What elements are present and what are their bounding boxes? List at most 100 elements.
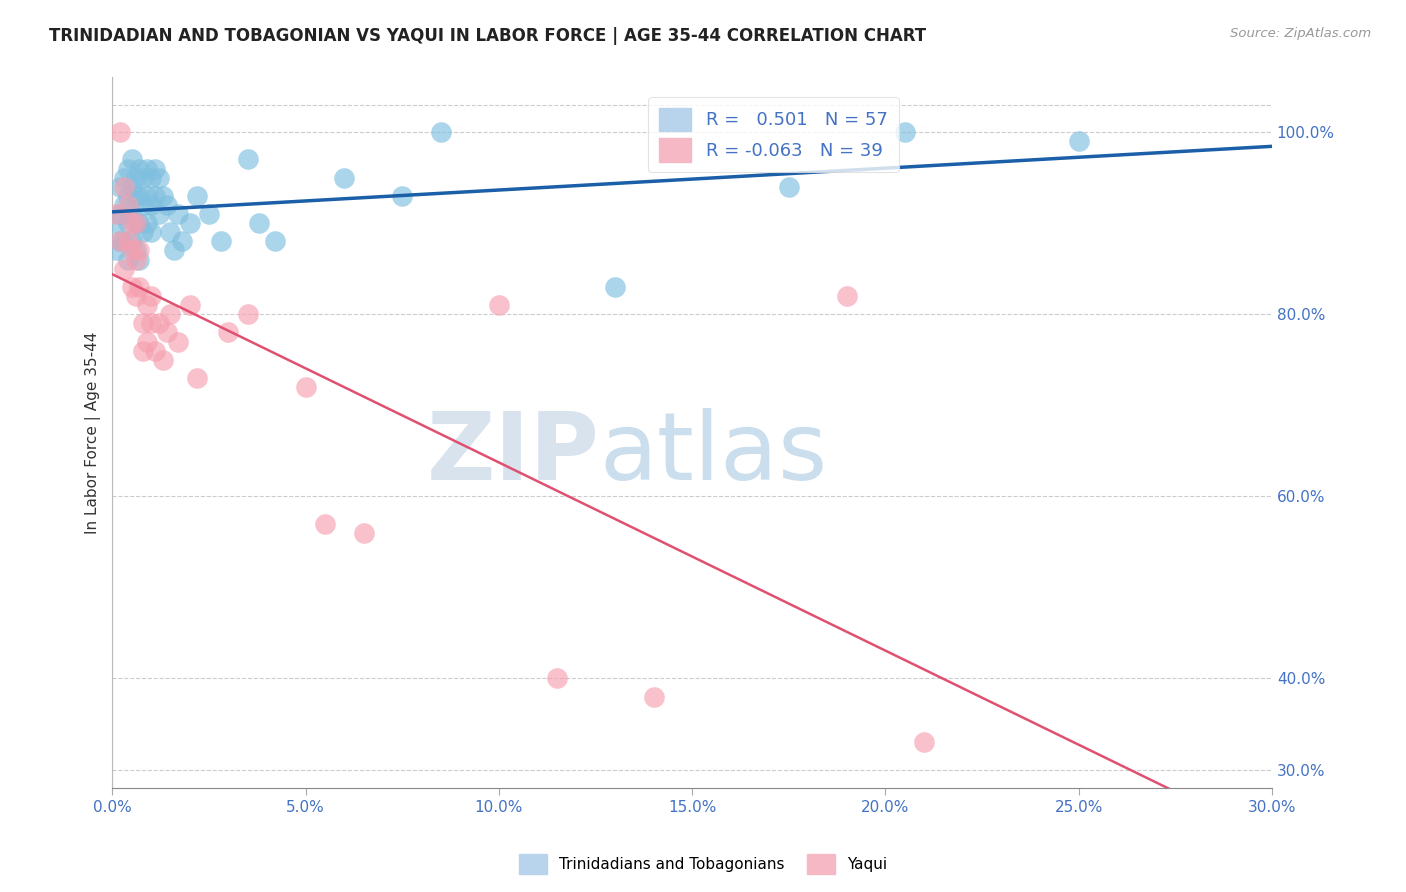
Point — [121, 216, 143, 230]
Text: atlas: atlas — [599, 408, 828, 500]
Point — [124, 216, 146, 230]
Point — [136, 189, 159, 203]
Point — [112, 179, 135, 194]
Point — [353, 525, 375, 540]
Text: Source: ZipAtlas.com: Source: ZipAtlas.com — [1230, 27, 1371, 40]
Point — [117, 198, 139, 212]
Point — [546, 672, 568, 686]
Text: TRINIDADIAN AND TOBAGONIAN VS YAQUI IN LABOR FORCE | AGE 35-44 CORRELATION CHART: TRINIDADIAN AND TOBAGONIAN VS YAQUI IN L… — [49, 27, 927, 45]
Point — [186, 371, 208, 385]
Point — [155, 198, 177, 212]
Point — [124, 244, 146, 258]
Point — [124, 170, 146, 185]
Point — [121, 280, 143, 294]
Legend: R =   0.501   N = 57, R = -0.063   N = 39: R = 0.501 N = 57, R = -0.063 N = 39 — [648, 97, 898, 172]
Point — [108, 179, 131, 194]
Point — [108, 207, 131, 221]
Y-axis label: In Labor Force | Age 35-44: In Labor Force | Age 35-44 — [86, 332, 101, 533]
Point — [117, 161, 139, 176]
Point — [912, 735, 935, 749]
Point — [163, 244, 186, 258]
Point — [139, 289, 162, 303]
Point — [108, 125, 131, 139]
Point — [143, 161, 166, 176]
Point — [128, 252, 150, 267]
Point — [112, 170, 135, 185]
Point — [121, 235, 143, 249]
Point — [117, 235, 139, 249]
Point — [167, 207, 190, 221]
Point — [112, 261, 135, 276]
Point — [603, 280, 626, 294]
Point — [333, 170, 356, 185]
Point — [179, 298, 201, 312]
Point — [124, 216, 146, 230]
Point — [117, 216, 139, 230]
Point — [132, 170, 155, 185]
Point — [148, 207, 170, 221]
Point — [117, 189, 139, 203]
Point — [1067, 134, 1090, 148]
Point — [132, 343, 155, 358]
Point — [128, 189, 150, 203]
Point — [128, 280, 150, 294]
Point — [124, 189, 146, 203]
Point — [128, 216, 150, 230]
Point — [108, 235, 131, 249]
Point — [643, 690, 665, 704]
Point — [136, 334, 159, 349]
Point — [179, 216, 201, 230]
Point — [159, 307, 181, 321]
Point — [186, 189, 208, 203]
Point — [159, 225, 181, 239]
Point — [105, 244, 128, 258]
Point — [778, 179, 800, 194]
Point — [236, 153, 259, 167]
Point — [124, 289, 146, 303]
Point — [314, 516, 336, 531]
Point — [121, 244, 143, 258]
Point — [128, 244, 150, 258]
Point — [152, 352, 174, 367]
Point — [117, 252, 139, 267]
Point — [132, 198, 155, 212]
Legend: Trinidadians and Tobagonians, Yaqui: Trinidadians and Tobagonians, Yaqui — [513, 848, 893, 880]
Point — [105, 207, 128, 221]
Point — [198, 207, 221, 221]
Text: ZIP: ZIP — [426, 408, 599, 500]
Point — [124, 252, 146, 267]
Point — [263, 235, 285, 249]
Point — [132, 225, 155, 239]
Point — [139, 198, 162, 212]
Point — [136, 298, 159, 312]
Point — [132, 316, 155, 330]
Point — [121, 153, 143, 167]
Point — [893, 125, 915, 139]
Point — [112, 198, 135, 212]
Point — [148, 316, 170, 330]
Point — [155, 326, 177, 340]
Point — [139, 225, 162, 239]
Point — [136, 161, 159, 176]
Point — [209, 235, 232, 249]
Point — [108, 235, 131, 249]
Point — [835, 289, 858, 303]
Point — [294, 380, 316, 394]
Point — [121, 179, 143, 194]
Point — [152, 189, 174, 203]
Point — [430, 125, 453, 139]
Point — [136, 216, 159, 230]
Point — [247, 216, 270, 230]
Point — [139, 316, 162, 330]
Point — [488, 298, 510, 312]
Point — [143, 189, 166, 203]
Point — [167, 334, 190, 349]
Point — [217, 326, 239, 340]
Point — [148, 170, 170, 185]
Point — [121, 207, 143, 221]
Point — [143, 343, 166, 358]
Point — [112, 235, 135, 249]
Point — [139, 170, 162, 185]
Point — [128, 161, 150, 176]
Point — [170, 235, 193, 249]
